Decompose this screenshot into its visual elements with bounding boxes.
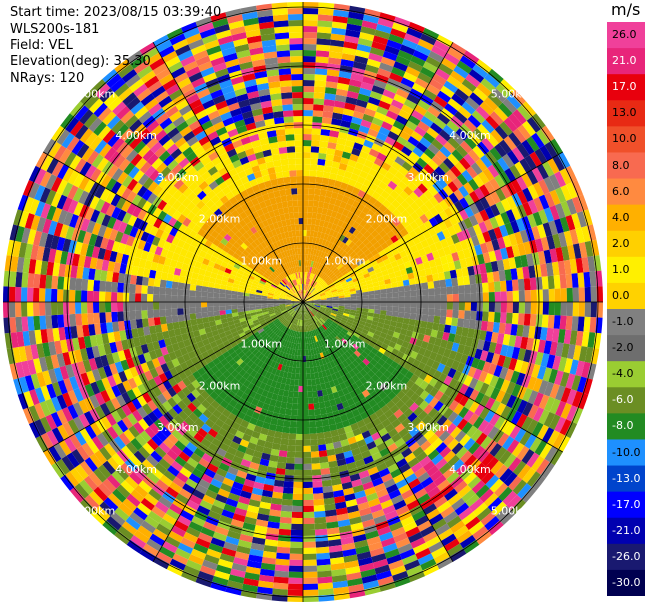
elevation-label: Elevation(deg): 35.30 bbox=[10, 54, 151, 69]
range-label: 2.00km bbox=[366, 379, 408, 392]
range-label: 1.00km bbox=[240, 254, 282, 267]
colorbar-tick-label: -4.0 bbox=[612, 367, 634, 381]
range-label: 3.00km bbox=[407, 421, 449, 434]
field-label: Field: VEL bbox=[10, 38, 73, 53]
range-label: 4.00km bbox=[115, 463, 157, 476]
range-label: 4.00km bbox=[449, 463, 491, 476]
colorbar-tick-label: 13.0 bbox=[612, 106, 637, 120]
range-label: 1.00km bbox=[324, 338, 366, 351]
nrays-label: NRays: 120 bbox=[10, 71, 85, 86]
range-label: 3.00km bbox=[407, 171, 449, 184]
colorbar-tick-label: 6.0 bbox=[612, 184, 630, 198]
colorbar-tick-label: -21.0 bbox=[612, 523, 641, 537]
colorbar-tick-label: 4.0 bbox=[612, 210, 630, 224]
colorbar-swatch bbox=[607, 100, 645, 127]
colorbar-swatch bbox=[607, 517, 645, 545]
instrument-label: WLS200s-181 bbox=[10, 22, 100, 37]
colorbar-swatch bbox=[607, 543, 645, 571]
range-label: 2.00km bbox=[366, 213, 408, 226]
azimuth-spoke bbox=[42, 151, 304, 303]
range-label: 2.00km bbox=[199, 213, 241, 226]
azimuth-spoke bbox=[42, 301, 304, 453]
range-label: 4.00km bbox=[115, 129, 157, 142]
colorbar bbox=[607, 22, 645, 596]
colorbar-swatch bbox=[607, 178, 645, 206]
colorbar-swatch bbox=[607, 439, 645, 467]
azimuth-spoke bbox=[302, 301, 564, 453]
colorbar-swatch bbox=[607, 22, 645, 49]
range-label: 1.00km bbox=[240, 338, 282, 351]
colorbar-unit: m/s bbox=[611, 0, 641, 19]
colorbar-swatch bbox=[607, 569, 645, 596]
range-label: 2.00km bbox=[199, 379, 241, 392]
range-label: 5.00km bbox=[491, 87, 533, 100]
colorbar-swatch bbox=[607, 230, 645, 258]
colorbar-tick-label: -6.0 bbox=[612, 393, 634, 407]
azimuth-spoke bbox=[152, 301, 304, 563]
colorbar-tick-label: 10.0 bbox=[612, 132, 637, 146]
range-label: 3.00km bbox=[157, 171, 199, 184]
colorbar-swatch bbox=[607, 361, 645, 388]
azimuth-spoke bbox=[302, 41, 454, 303]
colorbar-swatch bbox=[607, 282, 645, 310]
range-label: 3.00km bbox=[157, 421, 199, 434]
azimuth-spoke bbox=[152, 41, 304, 303]
range-label: 1.00km bbox=[324, 254, 366, 267]
colorbar-tick-label: -13.0 bbox=[612, 471, 641, 485]
colorbar-tick-label: -26.0 bbox=[612, 549, 641, 563]
colorbar-swatch bbox=[607, 491, 645, 519]
colorbar-tick-label: -30.0 bbox=[612, 575, 641, 589]
colorbar-tick-label: -17.0 bbox=[612, 497, 641, 511]
colorbar-tick-label: 8.0 bbox=[612, 158, 630, 172]
colorbar-swatch bbox=[607, 48, 645, 75]
colorbar-swatch bbox=[607, 74, 645, 101]
azimuth-spoke bbox=[302, 151, 564, 303]
colorbar-swatch bbox=[607, 309, 645, 336]
range-label: 5.00km bbox=[491, 505, 533, 518]
colorbar-tick-label: -1.0 bbox=[612, 315, 634, 329]
colorbar-swatch bbox=[607, 256, 645, 284]
colorbar-tick-label: -10.0 bbox=[612, 445, 641, 459]
colorbar-tick-label: 17.0 bbox=[612, 80, 637, 94]
range-label: 5.00km bbox=[74, 87, 116, 100]
colorbar-swatch bbox=[607, 387, 645, 414]
colorbar-tick-label: 0.0 bbox=[612, 288, 630, 302]
azimuth-spoke bbox=[302, 301, 454, 563]
colorbar-swatch bbox=[607, 413, 645, 440]
colorbar-swatch bbox=[607, 465, 645, 493]
colorbar-swatch bbox=[607, 335, 645, 362]
colorbar-tick-label: 21.0 bbox=[612, 54, 637, 68]
colorbar-swatch bbox=[607, 126, 645, 153]
colorbar-swatch bbox=[607, 204, 645, 232]
start-time-label: Start time: 2023/08/15 03:39:40 bbox=[10, 5, 222, 20]
colorbar-tick-label: -8.0 bbox=[612, 419, 634, 433]
colorbar-tick-label: -2.0 bbox=[612, 341, 634, 355]
colorbar-tick-label: 2.0 bbox=[612, 236, 630, 250]
colorbar-tick-label: 1.0 bbox=[612, 262, 630, 276]
colorbar-swatch bbox=[607, 152, 645, 180]
range-label: 4.00km bbox=[449, 129, 491, 142]
range-label: 5.00km bbox=[74, 505, 116, 518]
colorbar-tick-label: 26.0 bbox=[612, 28, 637, 42]
